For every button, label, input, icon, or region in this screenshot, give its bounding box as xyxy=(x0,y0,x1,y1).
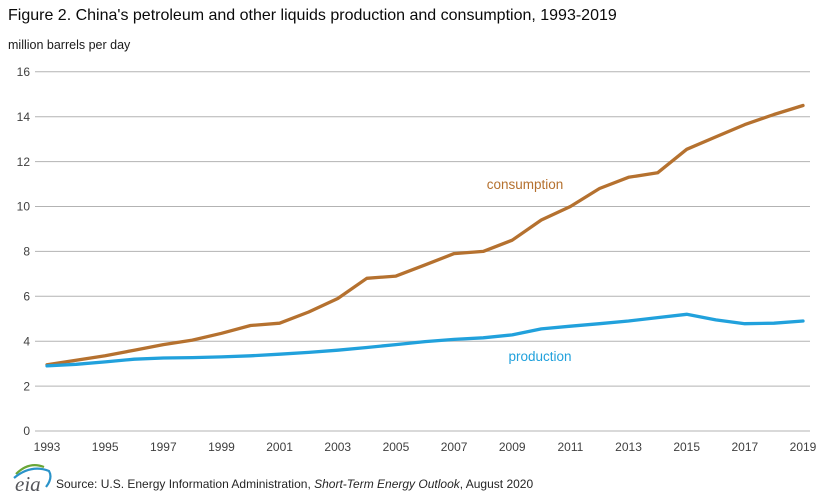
eia-logo-green-swoosh xyxy=(15,464,45,475)
x-tick-label-2003: 2003 xyxy=(324,440,351,454)
eia-logo-blue-swoosh xyxy=(13,467,52,488)
consumption-label: consumption xyxy=(487,177,564,192)
source-prefix: Source: U.S. Energy Information Administ… xyxy=(56,477,315,491)
x-tick-label-2009: 2009 xyxy=(499,440,526,454)
eia-logo: eia xyxy=(13,464,52,496)
eia-logo-text: eia xyxy=(15,472,41,496)
x-tick-label-1995: 1995 xyxy=(92,440,119,454)
y-tick-label-0: 0 xyxy=(23,424,30,438)
y-tick-label-6: 6 xyxy=(23,290,30,304)
y-tick-label-2: 2 xyxy=(23,379,30,393)
y-tick-label-12: 12 xyxy=(17,155,31,169)
source-publication: Short-Term Energy Outlook xyxy=(314,477,460,491)
chart-canvas: 0 2 4 6 8 10 12 14 16 1993 1995 1997 1999 2001 2003 200… xyxy=(17,65,817,454)
x-tick-label-2007: 2007 xyxy=(441,440,468,454)
y-tick-label-16: 16 xyxy=(17,65,31,79)
x-tick-label-1997: 1997 xyxy=(150,440,177,454)
x-tick-label-2005: 2005 xyxy=(383,440,410,454)
x-tick-label-1993: 1993 xyxy=(34,440,61,454)
y-axis-unit-label: million barrels per day xyxy=(8,38,131,52)
x-tick-label-2017: 2017 xyxy=(731,440,758,454)
y-tick-label-8: 8 xyxy=(23,245,30,259)
production-label: production xyxy=(508,349,571,364)
x-tick-label-1999: 1999 xyxy=(208,440,235,454)
source-attribution: Source: U.S. Energy Information Administ… xyxy=(56,477,533,491)
x-tick-label-2015: 2015 xyxy=(673,440,700,454)
x-tick-label-2011: 2011 xyxy=(557,440,583,454)
x-tick-label-2013: 2013 xyxy=(615,440,642,454)
chart-title: Figure 2. China's petroleum and other li… xyxy=(8,7,617,24)
x-tick-label-2019: 2019 xyxy=(790,440,817,454)
y-tick-label-10: 10 xyxy=(17,200,31,214)
production-line xyxy=(45,312,805,368)
y-tick-label-4: 4 xyxy=(23,334,30,348)
consumption-line xyxy=(45,103,805,367)
y-tick-label-14: 14 xyxy=(17,110,31,124)
x-tick-label-2001: 2001 xyxy=(266,440,293,454)
source-suffix: , August 2020 xyxy=(459,477,534,491)
